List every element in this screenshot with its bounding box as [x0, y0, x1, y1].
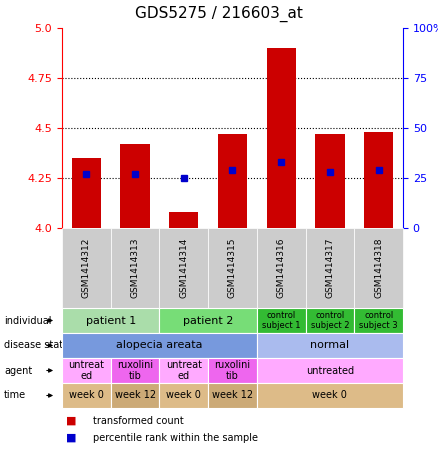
Text: normal: normal [311, 341, 350, 351]
Text: patient 2: patient 2 [183, 315, 233, 326]
Text: alopecia areata: alopecia areata [116, 341, 203, 351]
Bar [315, 134, 345, 228]
Text: ruxolini
tib: ruxolini tib [215, 360, 251, 381]
Text: ■: ■ [66, 415, 76, 426]
Bar [267, 48, 296, 228]
Bar [72, 158, 101, 228]
Text: agent: agent [4, 366, 32, 376]
Bar [364, 132, 393, 228]
Text: GSM1414317: GSM1414317 [325, 238, 335, 298]
Text: ruxolini
tib: ruxolini tib [117, 360, 153, 381]
Bar [169, 212, 198, 228]
Text: week 0: week 0 [69, 390, 104, 400]
Text: GDS5275 / 216603_at: GDS5275 / 216603_at [135, 6, 303, 22]
Text: percentile rank within the sample: percentile rank within the sample [93, 433, 258, 443]
Text: week 12: week 12 [212, 390, 253, 400]
Text: disease state: disease state [4, 341, 69, 351]
Text: GSM1414316: GSM1414316 [277, 238, 286, 298]
Text: individual: individual [4, 315, 52, 326]
Text: control
subject 1: control subject 1 [262, 311, 300, 330]
Bar [218, 134, 247, 228]
Bar [120, 144, 150, 228]
Text: GSM1414314: GSM1414314 [179, 238, 188, 298]
Text: GSM1414318: GSM1414318 [374, 238, 383, 298]
Text: GSM1414312: GSM1414312 [82, 238, 91, 298]
Text: week 0: week 0 [166, 390, 201, 400]
Text: GSM1414315: GSM1414315 [228, 238, 237, 298]
Text: transformed count: transformed count [93, 415, 184, 426]
Text: control
subject 2: control subject 2 [311, 311, 349, 330]
Text: control
subject 3: control subject 3 [359, 311, 398, 330]
Text: untreated: untreated [306, 366, 354, 376]
Text: ■: ■ [66, 433, 76, 443]
Text: GSM1414313: GSM1414313 [131, 238, 140, 298]
Text: patient 1: patient 1 [85, 315, 136, 326]
Text: untreat
ed: untreat ed [68, 360, 104, 381]
Text: week 12: week 12 [114, 390, 155, 400]
Text: untreat
ed: untreat ed [166, 360, 202, 381]
Text: week 0: week 0 [312, 390, 347, 400]
Text: time: time [4, 390, 26, 400]
